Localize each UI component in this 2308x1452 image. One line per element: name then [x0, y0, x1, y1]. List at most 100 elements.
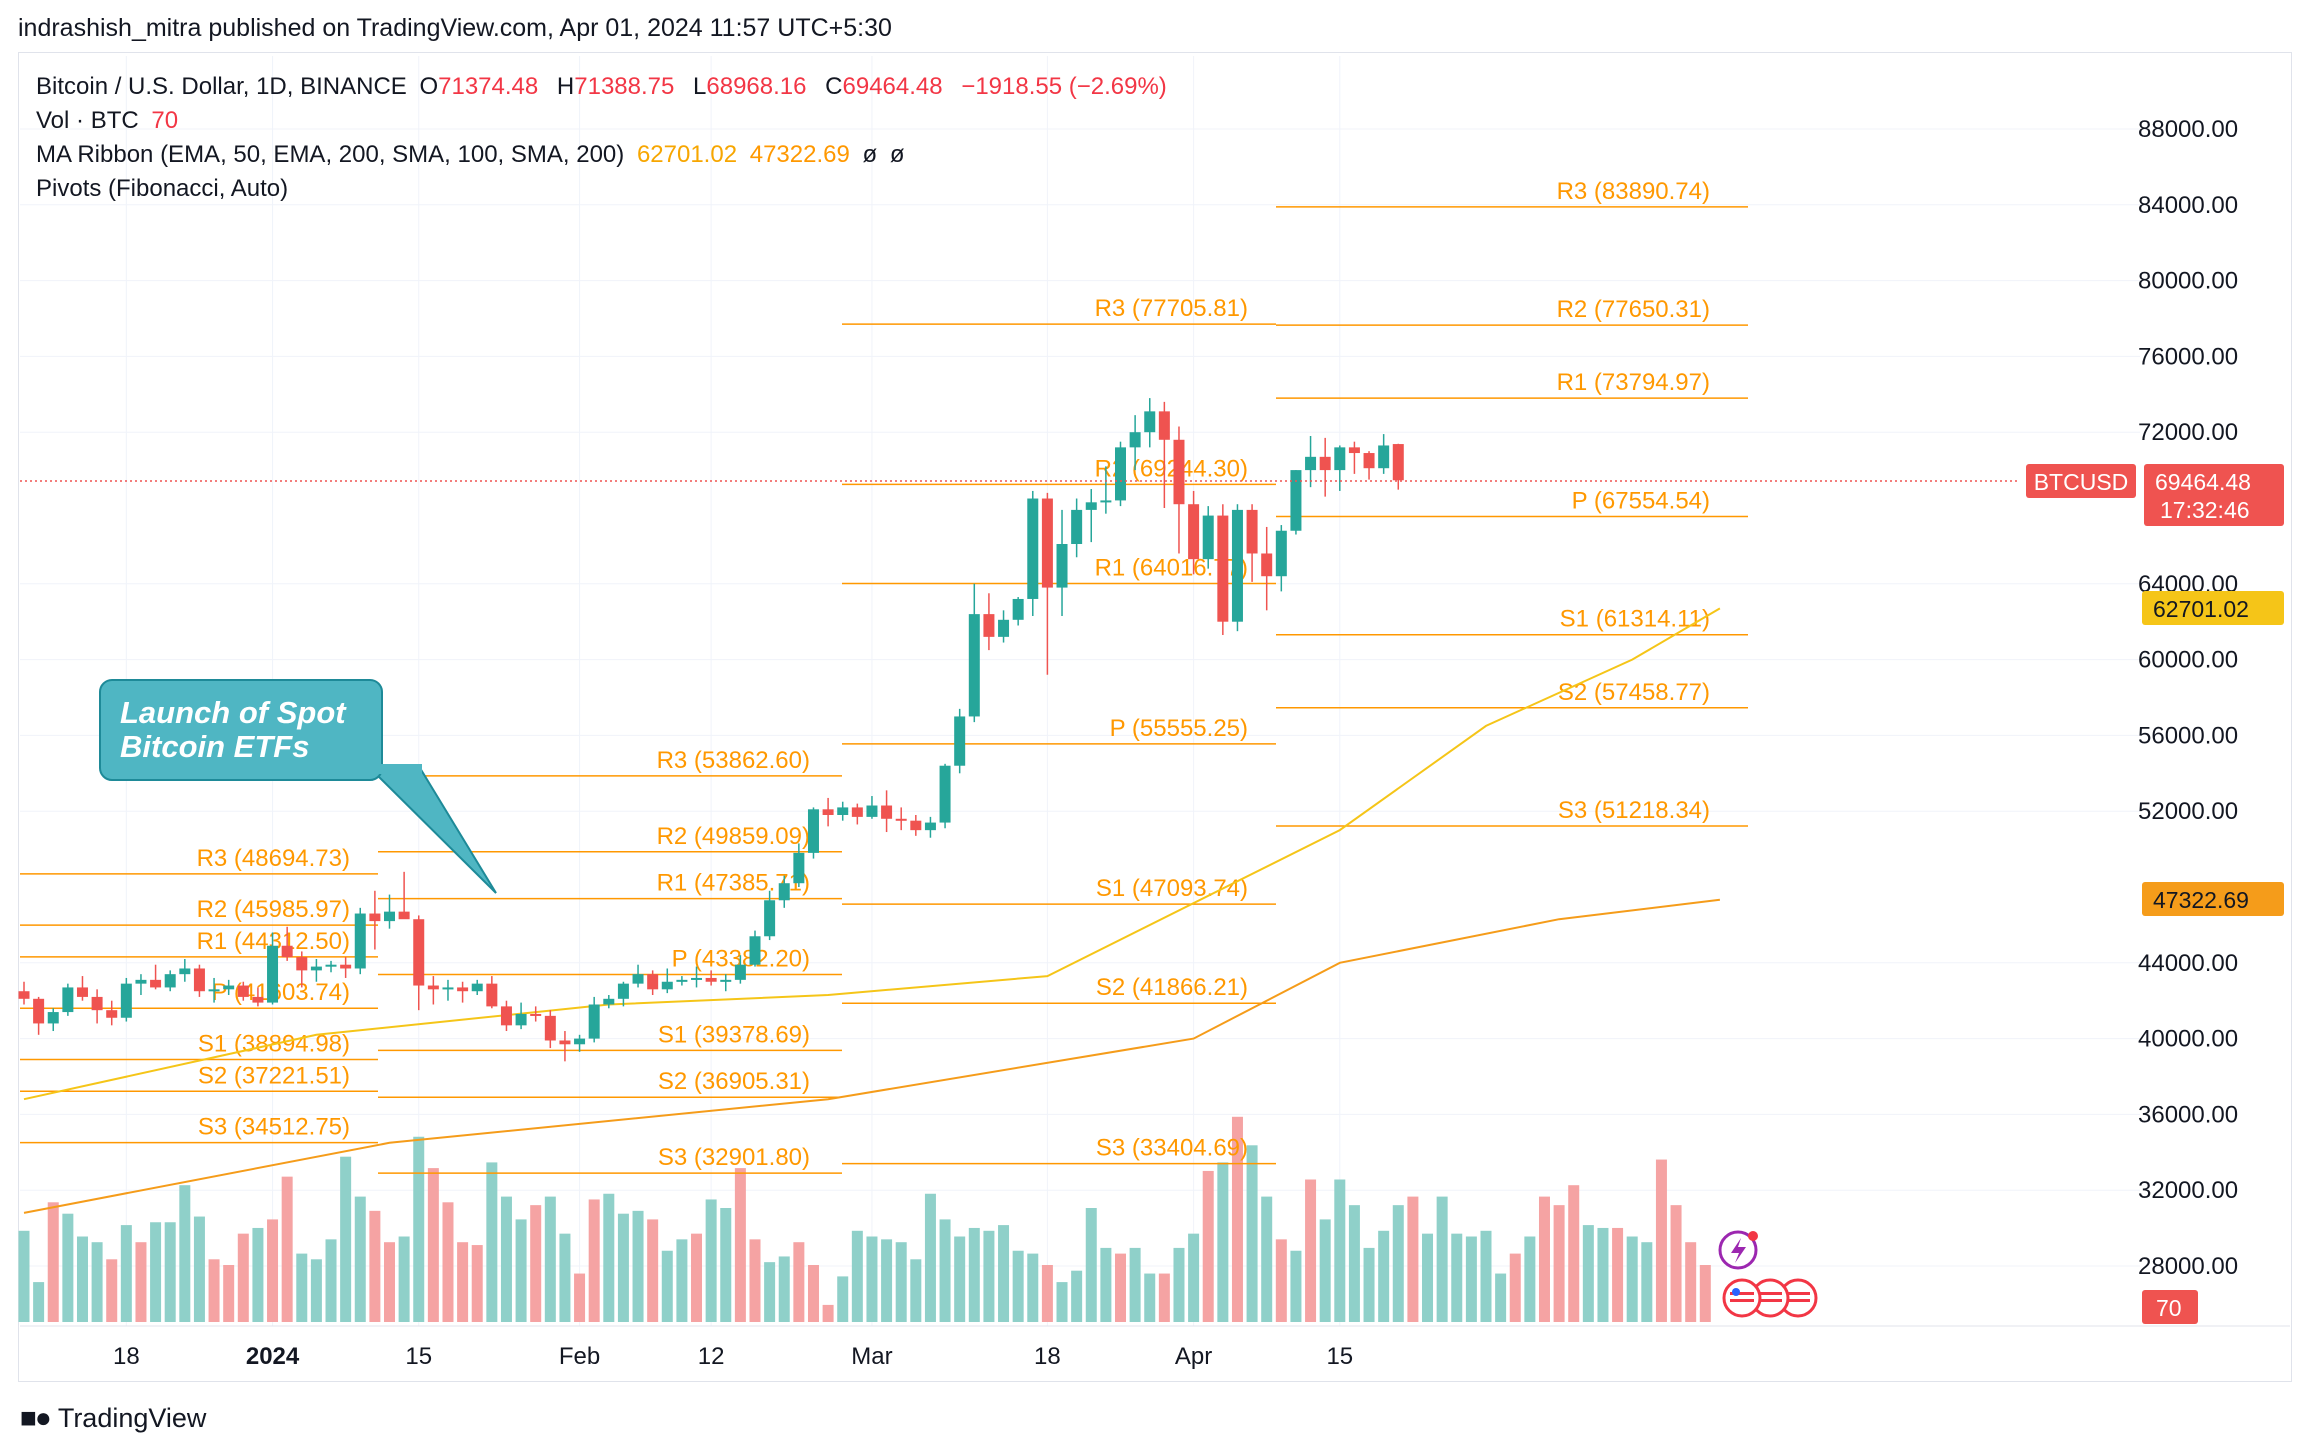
ma-slow-tag: 47322.69 [2142, 882, 2284, 916]
candle-body [691, 977, 703, 980]
volume-bar [1246, 1145, 1258, 1322]
pivot-label: S3 (32901.80) [658, 1144, 810, 1171]
candle-body [1115, 447, 1126, 501]
candle-body [1378, 445, 1390, 469]
price-tick-label: 56000.00 [2138, 722, 2238, 749]
pivots-label: Pivots (Fibonacci, Auto) [36, 175, 289, 202]
candle-body [47, 1012, 59, 1024]
svg-text:70: 70 [2156, 1295, 2182, 1321]
candle-body [500, 1006, 512, 1026]
volume-tag: 70 [2142, 1290, 2198, 1324]
candle-body [208, 989, 220, 992]
candle-body [1319, 456, 1331, 471]
candle-body [530, 1013, 542, 1016]
volume-bar [150, 1222, 162, 1322]
us-flag-event-icons[interactable] [1722, 1278, 1818, 1318]
pivot-label: S1 (39378.69) [658, 1021, 810, 1048]
candle-body [837, 807, 849, 815]
svg-text:62701.02: 62701.02 [2153, 596, 2249, 622]
volume-bar [1129, 1247, 1141, 1322]
pivot-label: S2 (57458.77) [1558, 679, 1710, 706]
ma-ribbon-row: MA Ribbon (EMA, 50, EMA, 200, SMA, 100, … [36, 138, 1173, 172]
candle-body [749, 936, 761, 965]
candle-body [1158, 411, 1170, 440]
volume-bar [1319, 1219, 1331, 1322]
volume-bar [1451, 1233, 1463, 1322]
volume-bar [954, 1236, 966, 1322]
volume-bar [33, 1282, 45, 1322]
change-value: −1918.55 (−2.69%) [961, 73, 1167, 100]
chart-frame[interactable] [18, 52, 2292, 1382]
candle-body [1027, 498, 1039, 599]
volume-bar [1144, 1273, 1156, 1322]
candle-body [822, 809, 834, 815]
pivot-label: S1 (47093.74) [1096, 875, 1248, 902]
svg-text:69464.48: 69464.48 [2155, 469, 2251, 495]
tradingview-brand[interactable]: ■● TradingView [20, 1402, 206, 1434]
annotation-callout[interactable]: Launch of Spot Bitcoin ETFs [99, 679, 497, 894]
volume-bar [340, 1156, 352, 1322]
candle-body [1261, 553, 1273, 577]
volume-bar [1524, 1236, 1536, 1322]
candle-body [1305, 456, 1317, 471]
candle-body [910, 820, 922, 831]
volume-bar [1641, 1242, 1653, 1322]
pivot-label: R2 (49859.09) [657, 823, 810, 850]
candle-body [18, 991, 30, 999]
pivot-label: R2 (77650.31) [1557, 296, 1710, 323]
volume-bar [354, 1196, 366, 1322]
candle-body [281, 945, 293, 958]
volume-bar [1626, 1236, 1638, 1322]
volume-bar [193, 1216, 205, 1322]
candle-body [33, 998, 45, 1024]
candle-body [998, 619, 1010, 637]
candle-body [413, 919, 425, 986]
time-tick-label: 12 [698, 1343, 725, 1370]
volume-bar [237, 1233, 249, 1322]
volume-bar [1334, 1179, 1346, 1322]
candle-body [676, 979, 688, 982]
candle-body [1100, 500, 1112, 503]
candle-body [764, 900, 776, 937]
volume-bar [1509, 1253, 1521, 1322]
price-tick-label: 32000.00 [2138, 1177, 2238, 1204]
volume-bar [296, 1253, 308, 1322]
candle-body [954, 716, 966, 766]
volume-bar [778, 1256, 790, 1322]
volume-bar [1100, 1247, 1112, 1322]
time-tick-label: 2024 [246, 1343, 300, 1370]
volume-bar [574, 1273, 586, 1322]
volume-row: Vol · BTC 70 [36, 104, 1173, 138]
candle-body [1202, 515, 1214, 560]
volume-bar [1670, 1205, 1682, 1322]
volume-bar [179, 1185, 191, 1322]
volume-bar [1115, 1253, 1126, 1322]
pivot-label: S1 (61314.11) [1560, 606, 1710, 633]
pivot-label: P (67554.54) [1572, 487, 1710, 514]
volume-bar [1392, 1205, 1404, 1322]
pivot-label: P (55555.25) [1110, 715, 1248, 742]
candle-body [135, 979, 147, 984]
volume-bar [1685, 1242, 1697, 1322]
volume-bar [1699, 1265, 1711, 1322]
candle-body [1056, 544, 1068, 588]
candle-body [442, 987, 454, 990]
volume-bar [267, 1219, 279, 1322]
pivot-label: S2 (37221.51) [198, 1062, 350, 1089]
time-tick-label: Feb [559, 1343, 600, 1370]
candle-body [603, 998, 615, 1005]
candle-body [252, 996, 264, 1003]
volume-bar [1495, 1273, 1507, 1322]
candle-body [1348, 447, 1360, 454]
volume-bar [442, 1202, 454, 1322]
pivot-label: S2 (36905.31) [658, 1068, 810, 1095]
ma-value-2: 47322.69 [749, 141, 850, 168]
candle-body [369, 913, 381, 922]
pivot-label: P (41603.74) [212, 979, 350, 1006]
lightning-event-icon[interactable] [1718, 1230, 1758, 1270]
candle-body [778, 883, 790, 901]
volume-bar [691, 1233, 703, 1322]
price-tick-label: 80000.00 [2138, 268, 2238, 295]
volume-value: 70 [151, 107, 179, 134]
